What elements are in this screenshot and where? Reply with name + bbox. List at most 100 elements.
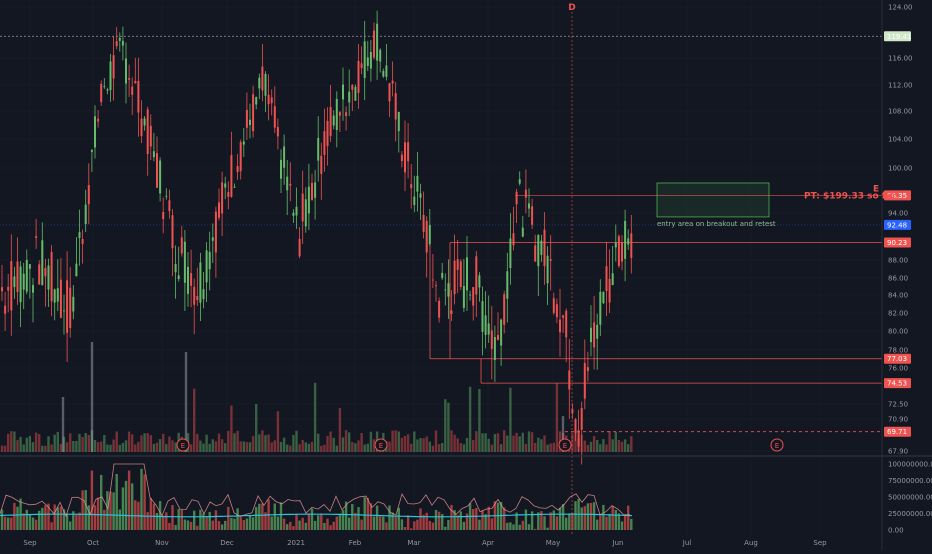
candle-body xyxy=(490,330,493,349)
volume-bar xyxy=(10,431,13,452)
osc-bar xyxy=(521,520,524,530)
osc-tick-label: 100000000.00 xyxy=(888,461,932,469)
volume-bar xyxy=(329,431,332,452)
candle-body xyxy=(128,78,131,80)
osc-bar xyxy=(555,516,559,530)
osc-bar xyxy=(214,510,218,530)
candle-body xyxy=(292,212,295,216)
volume-bar xyxy=(530,432,534,452)
price-tag xyxy=(884,219,911,230)
osc-bar xyxy=(487,506,490,530)
candle-body xyxy=(596,324,599,339)
y-tick-label: 86.00 xyxy=(888,275,908,283)
candle-body xyxy=(503,294,506,325)
candle-body xyxy=(94,116,96,148)
x-tick-label: Sep xyxy=(23,539,37,547)
osc-bar xyxy=(165,512,168,530)
volume-bar xyxy=(69,433,72,452)
volume-bar xyxy=(521,432,524,452)
osc-bar xyxy=(38,510,41,530)
marker-e-top: E xyxy=(873,184,879,194)
candle-body xyxy=(10,261,13,311)
osc-bar xyxy=(143,474,146,530)
candle-body xyxy=(19,266,22,303)
volume-bar xyxy=(47,436,50,452)
volume-bar xyxy=(121,442,125,452)
candle-body xyxy=(90,150,93,152)
osc-bar xyxy=(171,504,174,530)
osc-bar xyxy=(388,505,391,530)
volume-bar xyxy=(236,430,239,452)
osc-bar xyxy=(425,512,428,530)
volume-bar xyxy=(16,439,19,452)
candle-body xyxy=(59,279,62,318)
candle-body xyxy=(385,65,388,77)
osc-bar xyxy=(158,501,162,530)
osc-bar xyxy=(264,512,267,530)
earnings-marker-circle xyxy=(176,438,190,452)
volume-bar xyxy=(106,444,109,452)
volume-bar xyxy=(87,435,90,452)
osc-bar xyxy=(59,506,63,530)
volume-bar xyxy=(310,441,314,452)
x-tick-label: Aug xyxy=(744,539,758,547)
candle-body xyxy=(546,255,549,284)
volume-bar xyxy=(127,431,131,452)
candle-body xyxy=(571,409,574,414)
candle-body xyxy=(332,115,335,126)
osc-bar xyxy=(189,521,193,530)
osc-bar xyxy=(56,507,59,530)
candle-body xyxy=(134,80,137,84)
volume-bar xyxy=(193,388,196,452)
volume-bar xyxy=(118,444,121,452)
volume-bar xyxy=(199,440,202,452)
candle-body xyxy=(190,273,193,286)
candle-body xyxy=(75,263,78,277)
osc-bar xyxy=(605,516,608,530)
candle-body xyxy=(115,41,118,47)
candle-body xyxy=(462,286,465,308)
osc-bar xyxy=(552,510,555,530)
volume-bar xyxy=(112,439,115,452)
volume-bar xyxy=(623,439,627,452)
candle-body xyxy=(53,289,56,303)
volume-bar xyxy=(620,441,624,452)
volume-bar xyxy=(437,444,441,452)
volume-bar xyxy=(230,405,233,452)
price-target-label: PT: $199.33 so far xyxy=(804,191,897,201)
volume-bar xyxy=(124,440,128,452)
volume-bar xyxy=(146,433,149,452)
osc-bar xyxy=(162,515,165,530)
volume-bar xyxy=(527,431,531,452)
candle-body xyxy=(348,91,351,103)
y-tick-label: 84.00 xyxy=(888,292,908,300)
candle-body xyxy=(431,279,434,281)
volume-bar xyxy=(549,443,552,452)
candle-body xyxy=(137,80,140,113)
candle-body xyxy=(69,287,72,328)
osc-bar xyxy=(580,507,583,530)
y-tick-label: 70.90 xyxy=(888,416,908,424)
y-tick-label: 108.00 xyxy=(888,108,913,116)
candle-body xyxy=(540,240,543,255)
osc-bar xyxy=(233,518,236,530)
osc-tick-label: 0.00 xyxy=(888,527,904,535)
osc-bar xyxy=(481,510,484,530)
volume-bar xyxy=(320,445,323,452)
volume-bar xyxy=(372,439,376,452)
earnings-marker-label: E xyxy=(181,442,185,450)
osc-bar xyxy=(177,509,180,530)
osc-bar xyxy=(84,490,87,530)
osc-bar xyxy=(332,521,335,530)
osc-bar xyxy=(69,521,72,530)
volume-bar xyxy=(499,444,503,452)
candle-body xyxy=(528,203,530,209)
osc-bar xyxy=(22,513,25,530)
volume-bar xyxy=(115,431,118,452)
x-tick-label: 2021 xyxy=(287,539,305,547)
volume-bar xyxy=(605,444,608,452)
osc-bar xyxy=(568,513,571,530)
